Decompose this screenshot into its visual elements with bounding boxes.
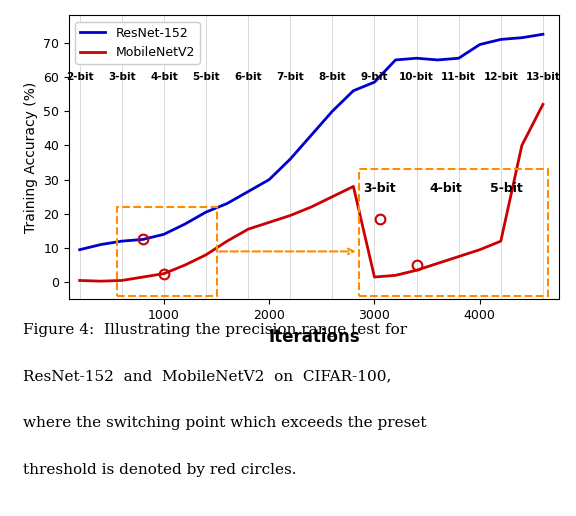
ResNet-152 — [245, 188, 252, 195]
Text: threshold is denoted by red circles.: threshold is denoted by red circles. — [23, 462, 297, 477]
MobileNetV2 — [181, 262, 188, 268]
Line: ResNet-152: ResNet-152 — [79, 34, 543, 250]
ResNet-152 — [181, 221, 188, 227]
MobileNetV2 — [455, 253, 462, 260]
Y-axis label: Training Accuracy (%): Training Accuracy (%) — [24, 82, 38, 233]
ResNet-152 — [203, 209, 210, 215]
MobileNetV2 — [497, 238, 504, 244]
Text: 11-bit: 11-bit — [441, 72, 476, 82]
ResNet-152 — [540, 31, 547, 37]
Bar — [116, 207, 217, 296]
ResNet-152 — [287, 156, 294, 162]
ResNet-152 — [518, 35, 525, 41]
MobileNetV2 — [287, 213, 294, 219]
ResNet-152 — [97, 241, 104, 248]
MobileNetV2 — [245, 226, 252, 232]
Text: ResNet-152  and  MobileNetV2  on  CIFAR-100,: ResNet-152 and MobileNetV2 on CIFAR-100, — [23, 369, 392, 384]
ResNet-152 — [413, 55, 420, 61]
ResNet-152 — [266, 176, 272, 183]
Bar — [359, 169, 548, 296]
Text: 8-bit: 8-bit — [319, 72, 346, 82]
ResNet-152 — [308, 132, 314, 138]
ResNet-152 — [371, 79, 378, 85]
ResNet-152 — [455, 55, 462, 61]
MobileNetV2 — [161, 270, 168, 277]
MobileNetV2 — [266, 219, 272, 225]
Text: 5-bit: 5-bit — [490, 182, 522, 195]
MobileNetV2 — [350, 183, 357, 189]
MobileNetV2 — [392, 272, 399, 279]
Text: where the switching point which exceeds the preset: where the switching point which exceeds … — [23, 416, 427, 430]
ResNet-152 — [329, 108, 336, 115]
Text: 12-bit: 12-bit — [483, 72, 518, 82]
ResNet-152 — [497, 36, 504, 42]
MobileNetV2 — [97, 278, 104, 284]
MobileNetV2 — [118, 278, 125, 284]
Text: 9-bit: 9-bit — [361, 72, 388, 82]
Text: 7-bit: 7-bit — [276, 72, 304, 82]
Legend: ResNet-152, MobileNetV2: ResNet-152, MobileNetV2 — [75, 22, 200, 64]
X-axis label: Iterations: Iterations — [268, 328, 360, 346]
Text: 10-bit: 10-bit — [399, 72, 434, 82]
MobileNetV2 — [540, 101, 547, 107]
MobileNetV2 — [223, 238, 230, 244]
ResNet-152 — [118, 238, 125, 244]
Text: 2-bit: 2-bit — [66, 72, 93, 82]
Text: Figure 4:  Illustrating the precision range test for: Figure 4: Illustrating the precision ran… — [23, 323, 407, 337]
MobileNetV2 — [434, 260, 441, 266]
ResNet-152 — [392, 57, 399, 63]
ResNet-152 — [476, 41, 483, 47]
MobileNetV2 — [139, 274, 146, 280]
Text: 4-bit: 4-bit — [430, 182, 463, 195]
ResNet-152 — [350, 88, 357, 94]
ResNet-152 — [76, 247, 83, 253]
MobileNetV2 — [413, 267, 420, 273]
ResNet-152 — [434, 57, 441, 63]
ResNet-152 — [161, 231, 168, 237]
MobileNetV2 — [518, 142, 525, 149]
MobileNetV2 — [476, 247, 483, 253]
Text: 6-bit: 6-bit — [234, 72, 262, 82]
Line: MobileNetV2: MobileNetV2 — [79, 104, 543, 281]
ResNet-152 — [139, 236, 146, 243]
Text: 3-bit: 3-bit — [108, 72, 135, 82]
Text: 13-bit: 13-bit — [525, 72, 560, 82]
Text: 3-bit: 3-bit — [363, 182, 396, 195]
MobileNetV2 — [203, 252, 210, 258]
Text: 5-bit: 5-bit — [192, 72, 220, 82]
MobileNetV2 — [76, 278, 83, 284]
MobileNetV2 — [308, 204, 314, 210]
MobileNetV2 — [371, 274, 378, 280]
Text: 4-bit: 4-bit — [150, 72, 178, 82]
ResNet-152 — [223, 200, 230, 206]
MobileNetV2 — [329, 194, 336, 200]
